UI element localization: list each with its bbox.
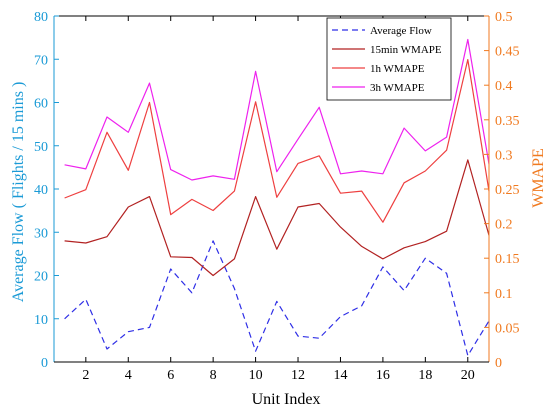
right-tick-label: 0.05	[495, 321, 520, 336]
right-y-axis: 0 0.05 0.1 0.15 0.2 0.25 0.3 0.35 0.4 0.45 0.5	[484, 10, 520, 371]
x-tick-label: 2	[82, 368, 89, 383]
left-y-axis: 0 10 20 30 40 50 60 70 80	[34, 10, 59, 371]
left-y-axis-title: Average Flow ( Flights / 15 mins )	[10, 82, 27, 303]
x-tick-label: 8	[210, 368, 217, 383]
series-line-3	[64, 38, 490, 181]
series-line-0	[64, 240, 490, 357]
series-line-2	[64, 58, 490, 223]
x-tick-label: 10	[249, 368, 263, 383]
right-tick-label: 0.2	[495, 218, 513, 233]
left-tick-label: 60	[34, 97, 48, 112]
x-tick-label: 14	[333, 368, 347, 383]
right-tick-label: 0.5	[495, 10, 513, 25]
right-tick-label: 0.45	[495, 45, 520, 60]
legend-label-1: 15min WMAPE	[370, 44, 442, 56]
right-tick-label: 0.1	[495, 287, 513, 302]
left-tick-label: 70	[34, 53, 48, 68]
x-tick-label: 6	[167, 368, 174, 383]
left-tick-label: 30	[34, 226, 48, 241]
x-tick-label: 12	[291, 368, 305, 383]
left-tick-label: 40	[34, 183, 48, 198]
x-tick-label: 16	[376, 368, 390, 383]
right-tick-label: 0.4	[495, 79, 513, 94]
legend-label-0: Average Flow	[370, 25, 432, 37]
right-tick-label: 0.35	[495, 114, 520, 129]
x-axis: 2 4 6 8 10 12 14 16 18 20	[54, 16, 489, 383]
x-tick-label: 18	[418, 368, 432, 383]
left-tick-label: 50	[34, 140, 48, 155]
legend-label-3: 3h WMAPE	[370, 82, 425, 94]
left-tick-label: 20	[34, 270, 48, 285]
legend-box	[326, 17, 452, 101]
x-axis-title: Unit Index	[252, 391, 321, 408]
right-tick-label: 0.15	[495, 252, 520, 267]
right-tick-label: 0.25	[495, 183, 520, 198]
legend-label-2: 1h WMAPE	[370, 63, 425, 75]
left-tick-label: 10	[34, 313, 48, 328]
left-tick-label: 80	[34, 10, 48, 25]
legend: Average Flow 15min WMAPE 1h WMAPE 3h WMAPE	[326, 17, 452, 101]
x-tick-label: 4	[125, 368, 132, 383]
left-tick-label: 0	[41, 356, 48, 371]
x-tick-label: 20	[461, 368, 475, 383]
right-y-axis-title: WMAPE	[530, 148, 547, 208]
plot-area	[54, 15, 490, 357]
right-tick-label: 0.3	[495, 148, 513, 163]
series-line-1	[64, 159, 490, 277]
right-tick-label: 0	[495, 356, 502, 371]
